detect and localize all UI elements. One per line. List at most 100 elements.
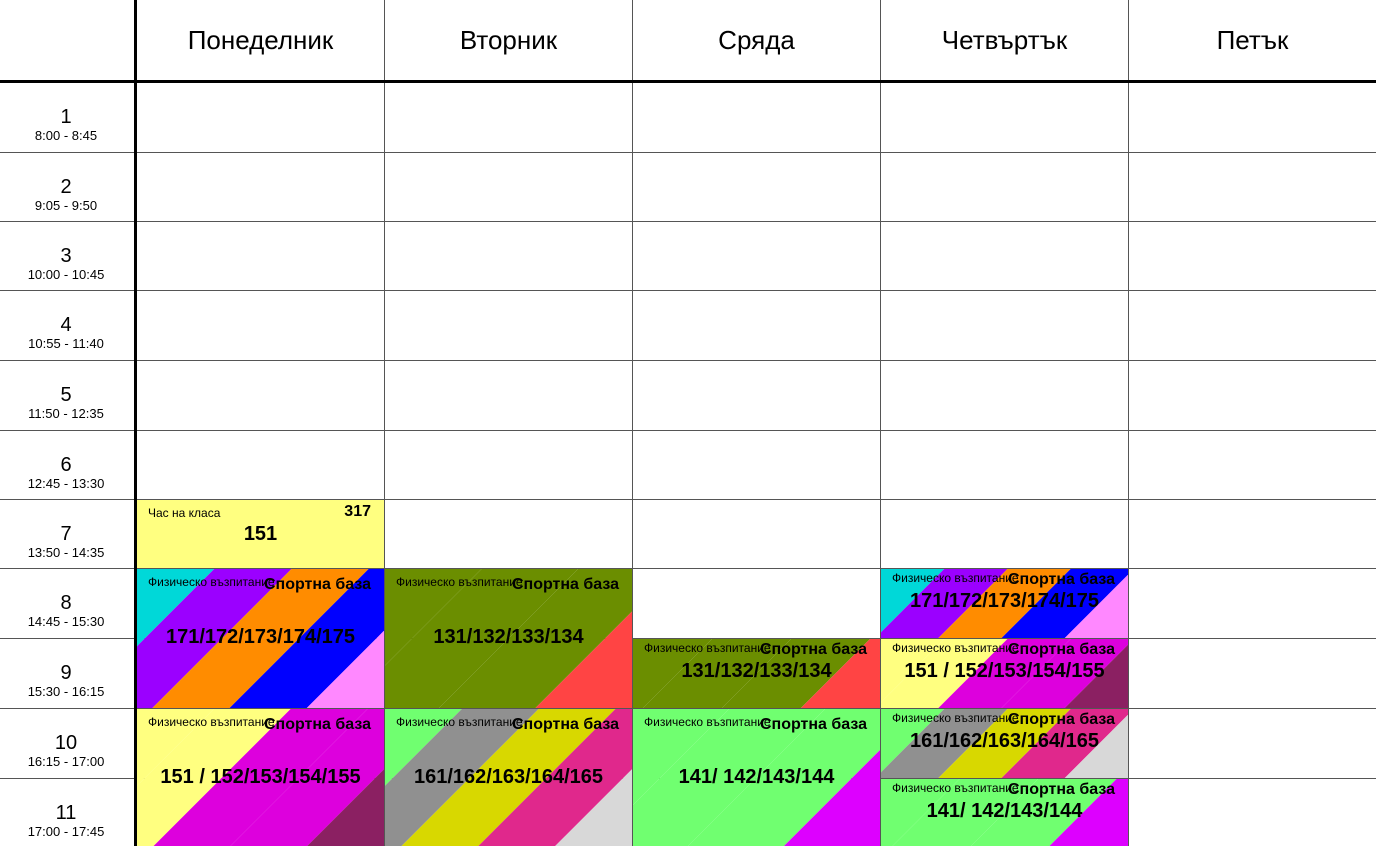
stripe bbox=[229, 569, 384, 708]
stripe bbox=[137, 709, 291, 846]
lesson-room: Спортна база bbox=[1007, 711, 1115, 728]
stripe bbox=[1049, 779, 1128, 846]
lesson-stripes bbox=[385, 569, 632, 708]
stripe bbox=[722, 639, 870, 708]
lesson-groups: 151 / 152/153/154/155 bbox=[160, 766, 361, 788]
lesson-card-wednesday-10-11[interactable]: Физическо възпитание Спортна база 141/ 1… bbox=[633, 709, 880, 846]
lesson-room: Спортна база bbox=[511, 716, 619, 733]
lesson-card-thursday-8[interactable]: Физическо възпитание Спортна база 171/17… bbox=[881, 569, 1128, 638]
lesson-card-thursday-11[interactable]: Физическо възпитание Спортна база 141/ 1… bbox=[881, 779, 1128, 846]
header-divider bbox=[0, 80, 1376, 83]
lesson-subject: Физическо възпитание bbox=[644, 715, 771, 729]
period-row-3: 3 10:00 - 10:45 bbox=[27, 245, 105, 282]
stripe bbox=[385, 569, 578, 708]
stripe bbox=[971, 779, 1117, 846]
period-row-10: 10 16:15 - 17:00 bbox=[27, 732, 105, 769]
stripe bbox=[881, 639, 1008, 708]
lesson-subject: Физическо възпитание bbox=[892, 711, 1019, 725]
lesson-card-thursday-9[interactable]: Физическо възпитание Спортна база 151 / … bbox=[881, 639, 1128, 708]
lesson-groups: 161/162/163/164/165 bbox=[909, 730, 1100, 752]
stripe bbox=[385, 709, 539, 846]
lesson-groups: 151 bbox=[243, 523, 278, 545]
lesson-room: Спортна база bbox=[1007, 781, 1115, 798]
lesson-card-thursday-10[interactable]: Физическо възпитание Спортна база 161/16… bbox=[881, 709, 1128, 778]
stripe bbox=[1001, 569, 1128, 638]
period-row-1: 1 8:00 - 8:45 bbox=[34, 106, 98, 143]
stripe bbox=[938, 639, 1071, 708]
lesson-groups: 141/ 142/143/144 bbox=[926, 800, 1083, 822]
stripe bbox=[401, 709, 616, 846]
day-header-monday: Понеделник bbox=[187, 24, 334, 55]
stripe bbox=[881, 569, 1008, 638]
stripe bbox=[439, 569, 632, 708]
stripe bbox=[137, 500, 384, 568]
period-row-2: 2 9:05 - 9:50 bbox=[34, 176, 98, 213]
lesson-subject: Час на класа bbox=[148, 506, 221, 520]
lesson-groups: 131/132/133/134 bbox=[433, 626, 584, 648]
stripe bbox=[881, 709, 1008, 778]
stripe bbox=[881, 779, 960, 846]
lesson-card-monday-10-11[interactable]: Физическо възпитание Спортна база 151 / … bbox=[137, 709, 384, 846]
lesson-stripes bbox=[137, 500, 384, 568]
lesson-groups: 151 / 152/153/154/155 bbox=[904, 660, 1105, 682]
lesson-card-tuesday-8-9[interactable]: Физическо възпитание Спортна база 131/13… bbox=[385, 569, 632, 708]
lesson-card-wednesday-9[interactable]: Физическо възпитание Спортна база 131/13… bbox=[633, 639, 880, 708]
lesson-stripes bbox=[137, 569, 384, 708]
lesson-subject: Физическо възпитание bbox=[396, 715, 523, 729]
period-row-7: 7 13:50 - 14:35 bbox=[27, 523, 105, 560]
period-row-5: 5 11:50 - 12:35 bbox=[28, 384, 104, 421]
lesson-card-monday-8-9[interactable]: Физическо възпитание Спортна база 171/17… bbox=[137, 569, 384, 708]
stripe bbox=[230, 709, 384, 846]
day-header-wednesday: Сряда bbox=[718, 24, 795, 55]
lesson-stripes bbox=[881, 779, 1128, 846]
lesson-room: Спортна база bbox=[1007, 641, 1115, 658]
stripe bbox=[152, 569, 369, 708]
stripe bbox=[643, 639, 791, 708]
day-header-tuesday: Вторник bbox=[459, 24, 558, 55]
lesson-card-tuesday-10-11[interactable]: Физическо възпитание Спортна база 161/16… bbox=[385, 709, 632, 846]
period-row-9: 9 15:30 - 16:15 bbox=[27, 662, 105, 699]
stripe bbox=[784, 750, 880, 846]
lesson-stripes bbox=[137, 709, 384, 846]
stripe bbox=[633, 639, 712, 708]
stripe bbox=[1001, 639, 1128, 708]
lesson-stripes bbox=[881, 639, 1128, 708]
lesson-stripes bbox=[633, 639, 880, 708]
lesson-room: 317 bbox=[344, 503, 371, 520]
lesson-subject: Физическо възпитание bbox=[644, 641, 771, 655]
lesson-room: Спортна база bbox=[759, 716, 867, 733]
lesson-stripes bbox=[881, 709, 1128, 778]
lesson-stripes bbox=[633, 709, 880, 846]
stripe bbox=[801, 639, 880, 708]
lesson-groups: 161/162/163/164/165 bbox=[413, 766, 604, 788]
lesson-subject: Физическо възпитание bbox=[148, 575, 275, 589]
lesson-card-monday-7[interactable]: Час на класа 317 151 bbox=[137, 500, 384, 568]
lesson-groups: 171/172/173/174/175 bbox=[909, 590, 1100, 612]
stripe bbox=[938, 569, 1071, 638]
lesson-subject: Физическо възпитание bbox=[892, 571, 1019, 585]
lesson-room: Спортна база bbox=[263, 576, 371, 593]
stripe bbox=[892, 779, 1038, 846]
stripe bbox=[535, 611, 632, 708]
day-header-thursday: Четвъртък bbox=[941, 24, 1068, 55]
lesson-room: Спортна база bbox=[759, 641, 867, 658]
stripe bbox=[478, 709, 632, 846]
stripe bbox=[688, 709, 880, 846]
lesson-subject: Физическо възпитание bbox=[892, 781, 1019, 795]
lesson-stripes bbox=[881, 569, 1128, 638]
lesson-subject: Физическо възпитание bbox=[396, 575, 523, 589]
lesson-groups: 171/172/173/174/175 bbox=[165, 626, 356, 648]
period-row-8: 8 14:45 - 15:30 bbox=[27, 592, 105, 629]
lesson-groups: 141/ 142/143/144 bbox=[678, 766, 835, 788]
lesson-room: Спортна база bbox=[511, 576, 619, 593]
day-header-friday: Петък bbox=[1216, 24, 1289, 55]
lesson-stripes bbox=[385, 709, 632, 846]
stripe bbox=[153, 709, 368, 846]
stripe bbox=[137, 569, 292, 708]
period-row-11: 11 17:00 - 17:45 bbox=[27, 802, 105, 839]
stripe bbox=[1001, 709, 1128, 778]
lesson-groups: 131/132/133/134 bbox=[681, 660, 832, 682]
period-column-divider bbox=[134, 0, 137, 846]
period-row-4: 4 10:55 - 11:40 bbox=[28, 314, 104, 351]
lesson-room: Спортна база bbox=[1007, 571, 1115, 588]
